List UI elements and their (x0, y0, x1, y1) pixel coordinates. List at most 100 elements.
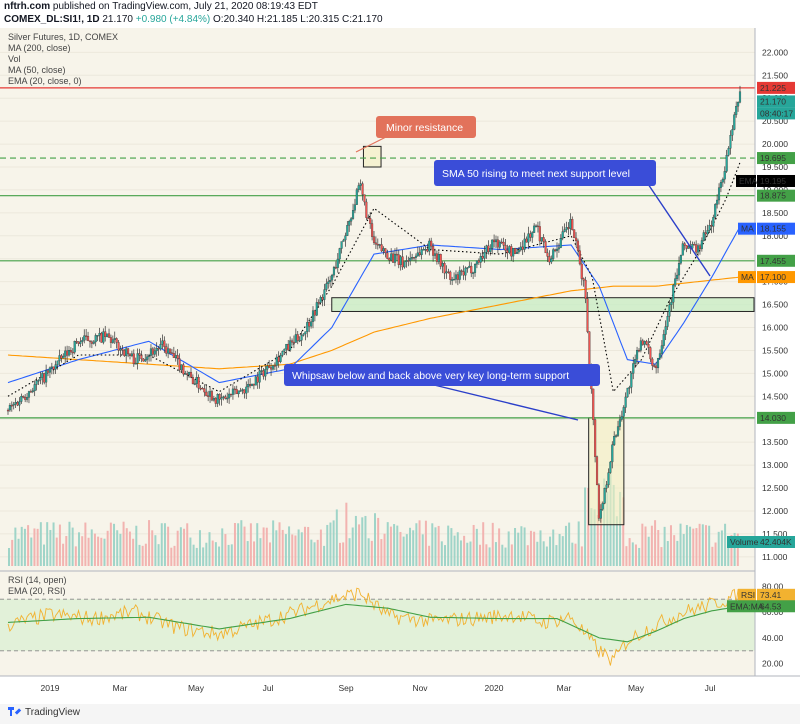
volume-bar (409, 527, 412, 566)
candle-body (205, 391, 208, 396)
volume-bar (246, 541, 249, 566)
candle-body (512, 248, 515, 257)
ma200-line (7, 276, 741, 370)
candle-body (679, 255, 682, 264)
volume-bar (634, 544, 637, 566)
indicator-ma200[interactable]: MA (200, close) (8, 43, 71, 53)
indicator-vol[interactable]: Vol (8, 54, 21, 64)
symbol-label: COMEX_DL:SI1!, 1D (4, 14, 100, 25)
volume-bar (418, 520, 421, 566)
candle-body (107, 333, 111, 338)
volume-bar (249, 523, 252, 566)
volume-bar (173, 545, 176, 566)
candle-body (270, 367, 273, 370)
volume-bar (128, 531, 131, 566)
indicator-rsi[interactable]: RSI (14, open) (8, 575, 67, 585)
volume-bar (682, 534, 685, 566)
candle-body (83, 335, 86, 341)
volume-bar (11, 539, 14, 566)
whipsaw-callout (284, 364, 600, 386)
site-name[interactable]: nftrh.com (4, 1, 51, 12)
candle-body (262, 370, 265, 377)
candle-body (597, 484, 600, 519)
tradingview-brand[interactable]: TradingView (8, 707, 80, 718)
candle-body (698, 245, 702, 250)
candle-body (733, 114, 736, 130)
candle-body (386, 252, 389, 259)
candle-body (407, 260, 410, 262)
price-tick-label: 21.500 (762, 70, 788, 80)
time-tick-label: Jul (705, 683, 716, 693)
rsi-value-badge: 73.41 (760, 590, 782, 600)
price-tick-label: 20.000 (762, 139, 788, 149)
level-badge-bg (757, 254, 795, 267)
price-tick-label: 13.500 (762, 437, 788, 447)
candle-body (510, 246, 513, 257)
candle-body (111, 339, 114, 343)
indicator-title[interactable]: Silver Futures, 1D, COMEX (8, 32, 118, 42)
candle-body (371, 223, 374, 237)
candle-body (616, 426, 620, 436)
candle-body (592, 388, 595, 420)
candle-body (435, 253, 438, 262)
candle-body (628, 387, 631, 389)
volume-bar (679, 523, 682, 566)
candle-body (266, 365, 269, 370)
indicator-rsi-ema[interactable]: EMA (20, RSI) (8, 586, 66, 596)
volume-bar (154, 535, 157, 566)
ema20-value-badge: 19.195 (760, 176, 786, 186)
candle-body (121, 348, 124, 351)
candle-body (229, 393, 233, 396)
candle-body (344, 235, 347, 241)
candle-body (609, 461, 612, 473)
candle-body (298, 340, 301, 342)
candle-body (10, 405, 13, 407)
volume-bar (68, 521, 71, 566)
candle-body (260, 370, 263, 372)
candle-body (16, 402, 19, 406)
volume-bar (568, 522, 571, 566)
candle-body (727, 148, 730, 156)
volume-bar (141, 545, 144, 566)
candle-body (620, 416, 623, 420)
candle-body (290, 340, 294, 343)
candle-body (199, 387, 202, 390)
volume-bar (666, 541, 669, 566)
candle-body (451, 279, 454, 281)
candle-body (64, 350, 67, 357)
candle-body (218, 394, 221, 400)
level-badge: 19.695 (760, 153, 786, 163)
candle-body (54, 364, 57, 370)
candle-body (717, 187, 721, 201)
candle-body (550, 258, 553, 263)
volume-bar (33, 528, 36, 566)
ma50-name-badge-bg (738, 222, 756, 235)
candle-body (35, 380, 38, 385)
indicator-ma50[interactable]: MA (50, close) (8, 65, 66, 75)
candle-body (151, 348, 154, 355)
candle-body (563, 229, 566, 232)
volume-bar (183, 528, 186, 566)
time-tick-label: Sep (338, 683, 353, 693)
price-tick-label: 18.500 (762, 208, 788, 218)
last-price-badge-bg (757, 95, 795, 108)
candle-body (14, 402, 17, 405)
candle-body (264, 369, 267, 377)
volume-bar (545, 546, 548, 566)
candle-body (426, 249, 429, 252)
candle-body (433, 253, 437, 256)
volume-bar (494, 542, 497, 566)
volume-bar (577, 521, 580, 566)
indicator-ema20[interactable]: EMA (20, close, 0) (8, 76, 82, 86)
candle-body (411, 257, 414, 259)
candle-body (26, 397, 29, 400)
candle-body (704, 232, 707, 235)
candle-body (170, 352, 173, 354)
candle-body (355, 189, 358, 205)
minor-resistance-pointer (355, 135, 389, 153)
candle-body (424, 249, 427, 251)
candle-body (453, 278, 456, 281)
candle-body (397, 254, 400, 265)
price-chart[interactable]: Minor resistance SMA 50 rising to meet ne… (0, 28, 800, 704)
